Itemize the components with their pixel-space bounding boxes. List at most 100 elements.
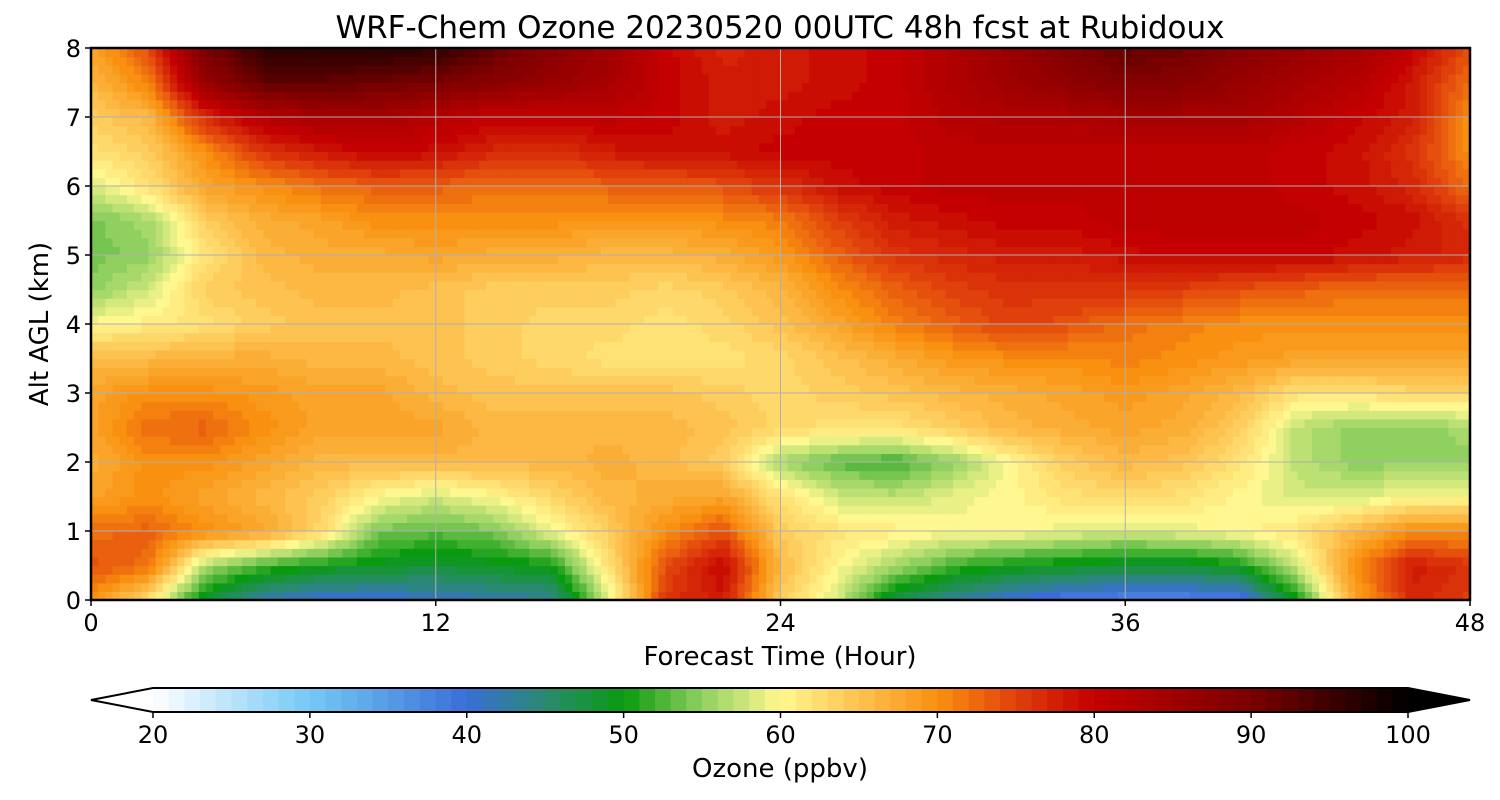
heatmap-cell [1297,384,1306,394]
heatmap-cell [967,401,976,411]
heatmap-cell [600,487,609,498]
heatmap-cell [1225,444,1234,454]
heatmap-cell [205,487,214,498]
heatmap-cell [909,522,918,532]
heatmap-cell [687,375,695,385]
heatmap-cell [866,410,875,420]
heatmap-cell [1283,470,1292,480]
heatmap-cell [1434,591,1442,600]
heatmap-cell [1333,453,1342,463]
heatmap-cell [1003,574,1011,584]
heatmap-cell [399,548,408,558]
heatmap-cell [708,539,717,549]
heatmap-cell [952,470,961,480]
heatmap-cell [529,393,537,403]
heatmap-cell [866,531,875,541]
heatmap-cell [1060,436,1069,446]
heatmap-cell [241,487,250,498]
heatmap-cell [651,401,659,411]
heatmap-cell [1024,479,1033,489]
heatmap-cell [802,375,810,385]
heatmap-cell [91,401,99,411]
heatmap-cell [909,591,918,600]
heatmap-cell [385,444,394,454]
heatmap-cell [277,513,286,523]
heatmap-cell [1240,505,1248,515]
heatmap-cell [1024,548,1033,558]
heatmap-cell [119,548,128,558]
heatmap-cell [170,565,178,575]
heatmap-cell [514,505,523,515]
heatmap-cell [1089,496,1098,506]
heatmap-cell [119,487,128,498]
heatmap-cell [1046,574,1055,584]
heatmap-cell [1096,531,1105,541]
heatmap-cell [1146,410,1155,420]
heatmap-cell [227,565,236,575]
heatmap-cell [1182,462,1191,472]
heatmap-cell [1103,444,1112,454]
heatmap-cell [1161,513,1169,523]
heatmap-cell [916,427,925,437]
heatmap-cell [572,427,580,437]
heatmap-cell [687,496,695,506]
heatmap-cell [967,582,976,592]
heatmap-cell [758,453,767,463]
heatmap-cell [794,418,803,429]
heatmap-cell [1218,479,1227,489]
heatmap-cell [234,462,243,472]
heatmap-cell [816,462,825,472]
heatmap-cell [916,556,925,567]
heatmap-cell [687,401,695,411]
heatmap-cell [450,410,458,420]
heatmap-cell [1355,548,1363,558]
heatmap-cell [392,574,401,584]
heatmap-cell [493,591,501,600]
heatmap-cell [249,427,257,437]
heatmap-cell [536,418,545,429]
heatmap-cell [155,539,164,549]
heatmap-cell [1383,453,1392,463]
heatmap-cell [1161,479,1169,489]
heatmap-cell [119,410,128,420]
heatmap-cell [1390,574,1399,584]
heatmap-cell [471,539,480,549]
heatmap-cell [177,384,185,394]
heatmap-cell [1462,505,1470,515]
heatmap-cell [1426,531,1435,541]
heatmap-cell [701,548,710,558]
heatmap-cell [974,479,983,489]
heatmap-cell [1448,513,1457,523]
heatmap-cell [385,384,394,394]
heatmap-cell [134,505,142,515]
heatmap-cell [335,479,343,489]
heatmap-cell [134,427,142,437]
heatmap-cell [371,556,379,567]
heatmap-cell [1290,565,1299,575]
heatmap-cell [1276,574,1284,584]
heatmap-cell [514,436,523,446]
heatmap-cell [859,410,868,420]
heatmap-cell [572,375,580,385]
heatmap-cell [1319,531,1327,541]
heatmap-cell [256,444,264,454]
heatmap-cell [572,505,580,515]
heatmap-cell [816,574,825,584]
heatmap-cell [550,453,559,463]
heatmap-cell [1010,444,1019,454]
heatmap-cell [91,375,99,385]
heatmap-cell [1125,418,1134,429]
heatmap-cell [1412,574,1421,584]
heatmap-cell [112,462,121,472]
heatmap-cell [766,401,774,411]
heatmap-cell [888,505,897,515]
heatmap-cell [378,470,387,480]
heatmap-cell [744,487,753,498]
heatmap-cell [1261,470,1270,480]
heatmap-cell [1110,565,1119,575]
heatmap-cell [1340,522,1349,532]
heatmap-cell [407,548,415,558]
heatmap-cell [299,375,308,385]
heatmap-cell [1412,410,1421,420]
heatmap-cell [967,453,976,463]
